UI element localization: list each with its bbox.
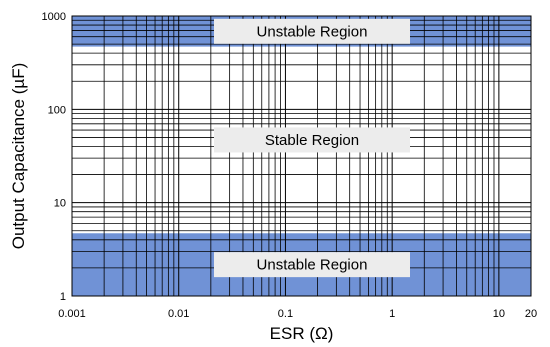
grid-layer <box>72 16 531 296</box>
x-tick-labels: 0.001 0.01 0.1 1 10 20 <box>58 308 537 320</box>
x-tick-label: 0.1 <box>278 308 293 320</box>
y-tick-labels: 1 10 100 1000 <box>42 11 66 303</box>
y-tick-label: 1 <box>60 291 66 303</box>
region-label: Stable Region <box>265 132 359 149</box>
x-axis-title: ESR (Ω) <box>270 324 334 343</box>
y-axis-title: Output Capacitance (µF) <box>9 63 28 250</box>
x-tick-label: 10 <box>493 308 505 320</box>
y-tick-label: 100 <box>48 104 66 116</box>
region-label-box <box>214 252 410 278</box>
region-label: Unstable Region <box>257 23 368 40</box>
plot-frame <box>71 15 532 297</box>
region-labels: Unstable Region Stable Region Unstable Reg… <box>214 18 410 278</box>
region-label-box <box>214 127 410 153</box>
x-tick-label: 1 <box>389 308 395 320</box>
x-tick-label: 0.001 <box>58 308 86 320</box>
x-tick-label: 0.01 <box>168 308 189 320</box>
region-label-box <box>214 18 410 44</box>
region-label: Unstable Region <box>257 257 368 274</box>
y-tick-label: 10 <box>54 198 66 210</box>
y-tick-label: 1000 <box>42 11 66 23</box>
x-tick-label: 20 <box>525 308 537 320</box>
